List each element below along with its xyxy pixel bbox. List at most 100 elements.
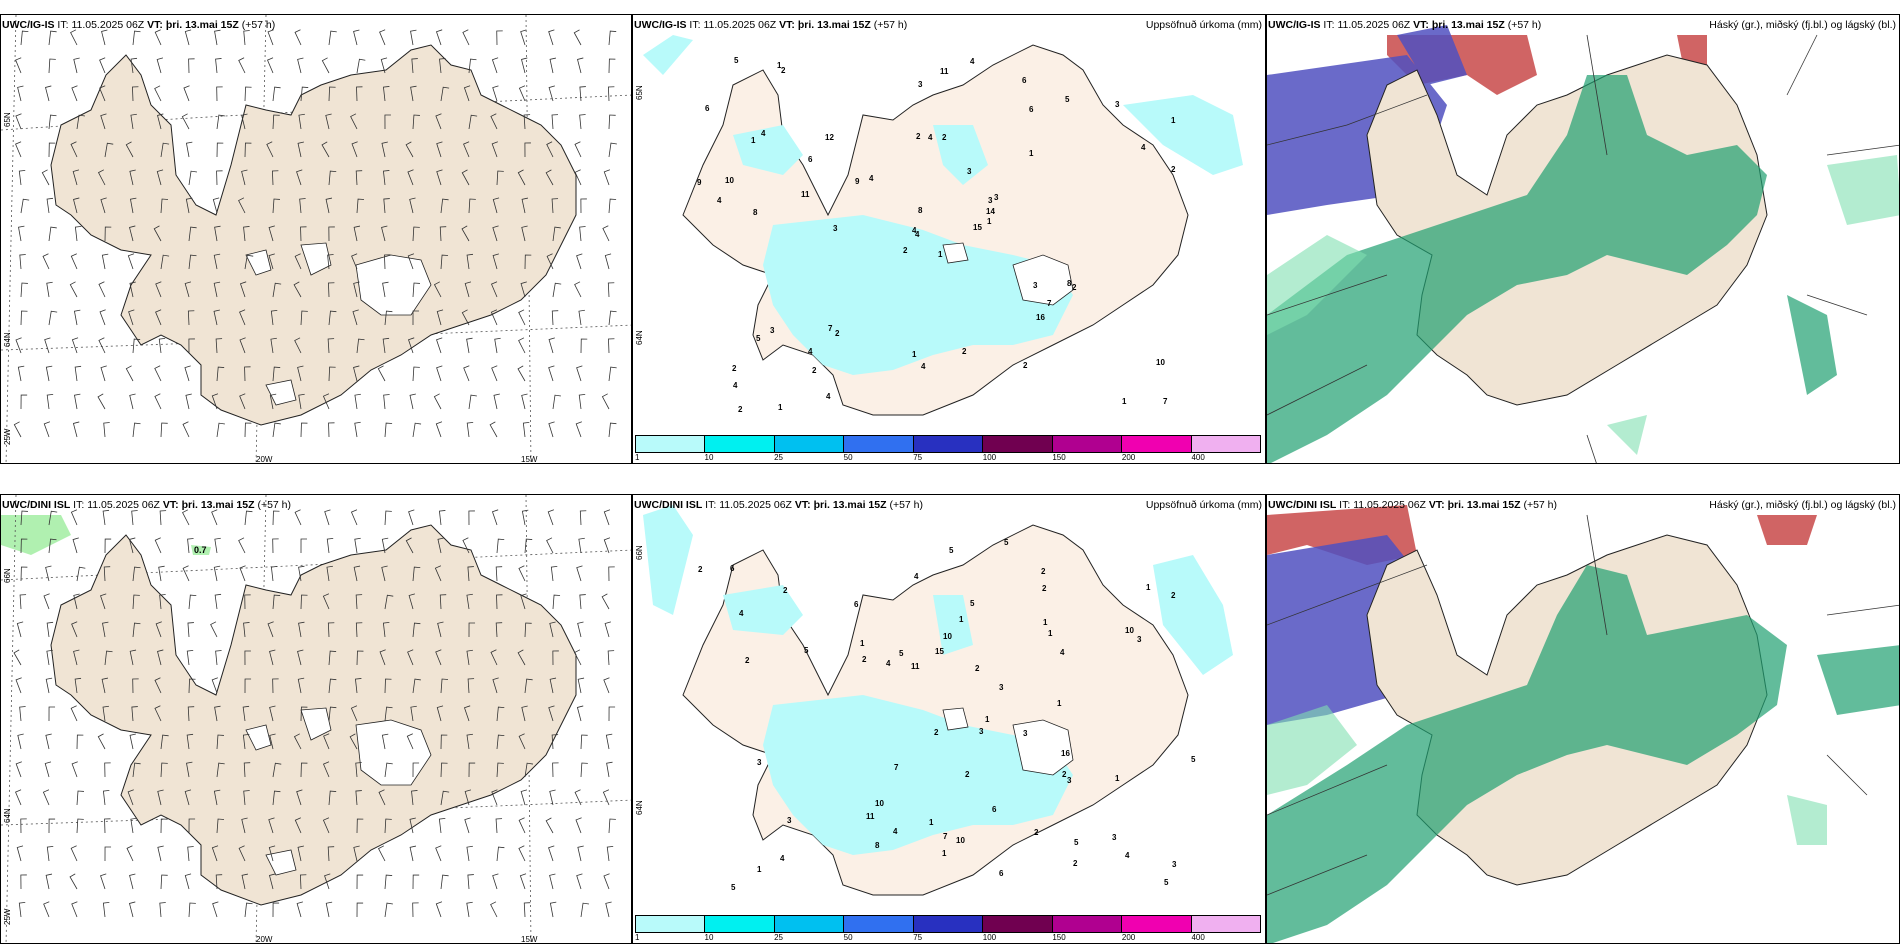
low-cloud — [1267, 565, 1899, 943]
precip-value: 1 — [860, 639, 865, 648]
wind-barb — [464, 281, 472, 298]
wind-barb — [154, 705, 162, 722]
wind-barb — [552, 762, 559, 778]
wind-barb — [463, 365, 470, 382]
wind-barb — [17, 85, 24, 102]
wind-barb — [100, 593, 107, 610]
precip-value: 3 — [1112, 833, 1117, 842]
wind-barb — [159, 510, 167, 526]
wind-barb — [436, 705, 444, 722]
wind-barb — [518, 85, 526, 102]
precip-value: 2 — [916, 132, 921, 141]
wind-barb — [129, 169, 136, 186]
wind-barb — [466, 901, 473, 918]
wind-barb — [524, 142, 531, 158]
boundary-lines — [1267, 34, 1899, 463]
wind-barb — [73, 649, 80, 666]
wind-barb — [104, 818, 111, 834]
wind-barb — [132, 678, 139, 694]
precip-value: 6 — [999, 869, 1004, 878]
wind-barb — [132, 622, 141, 638]
wind-barb — [215, 58, 222, 74]
wind-barb — [156, 57, 164, 74]
wind-barb — [15, 337, 22, 354]
wind-barb — [187, 706, 195, 722]
wind-barb — [70, 845, 78, 862]
wind-barb — [48, 142, 56, 158]
precip-value: 1 — [929, 818, 934, 827]
wind-barb — [435, 845, 442, 862]
model-name: UWC/DINI ISL — [634, 499, 703, 511]
wind-barb — [461, 169, 470, 186]
lat-label: 65N — [3, 112, 12, 127]
precip-value: 4 — [970, 57, 975, 66]
model-name: UWC/DINI ISL — [2, 499, 71, 511]
colorbar-swatch — [636, 916, 706, 932]
wind-barb — [356, 338, 365, 354]
wind-barb — [496, 170, 504, 186]
wind-barb — [580, 902, 590, 918]
wind-barb — [181, 113, 190, 130]
precip-area — [723, 585, 1073, 855]
wind-barb — [517, 649, 526, 666]
precip-value: 1 — [1029, 149, 1034, 158]
precip-value: 4 — [921, 362, 926, 371]
precip-value: 3 — [994, 193, 999, 202]
wind-barb — [185, 141, 193, 158]
precip-value: 5 — [1074, 838, 1079, 847]
wind-barb — [129, 733, 136, 750]
wind-barb — [238, 197, 246, 214]
wind-barb — [382, 622, 390, 638]
wind-barb — [549, 901, 557, 918]
precip-value: 3 — [1067, 776, 1072, 785]
wind-barb — [70, 705, 78, 722]
wind-barb — [132, 86, 139, 102]
colorbar-swatch — [983, 436, 1053, 452]
cloud-map — [1267, 15, 1899, 463]
wind-barb — [356, 86, 363, 102]
precip-value: 3 — [988, 196, 993, 205]
precip-value: 7 — [1047, 299, 1052, 308]
wind-barb — [580, 338, 588, 354]
wind-barb — [13, 649, 22, 666]
wind-barb — [46, 281, 53, 298]
wind-barb — [606, 761, 613, 778]
wind-barb — [603, 509, 611, 526]
wind-barb — [412, 874, 420, 890]
precip-value: 2 — [1072, 283, 1077, 292]
wind-barb — [521, 509, 529, 526]
wind-barb — [603, 677, 610, 694]
wind-barb — [518, 565, 526, 582]
wind-barb — [69, 873, 78, 890]
wind-barb — [272, 510, 280, 526]
glaciers — [245, 242, 432, 406]
precip-value: 9 — [697, 178, 702, 187]
precip-value: 3 — [1137, 635, 1142, 644]
wind-barb — [409, 197, 416, 214]
wind-barb — [384, 594, 394, 610]
wind-barb — [439, 594, 447, 610]
wind-barb — [546, 141, 554, 158]
wind-barb — [187, 538, 194, 554]
wind-barb — [381, 225, 388, 242]
wind-barb — [187, 622, 194, 638]
wind-barb — [244, 254, 254, 270]
precip-value: 1 — [757, 865, 762, 874]
wind-barb — [243, 226, 250, 242]
colorbar-swatch — [913, 916, 984, 932]
wind-barb — [188, 226, 197, 242]
wind-barb — [325, 197, 333, 214]
wind-barb — [272, 282, 282, 298]
wind-barb — [524, 762, 534, 778]
wind-barb — [154, 85, 162, 102]
colorbar-tick-label: 200 — [1121, 933, 1136, 942]
wind-barb — [608, 338, 615, 354]
precip-value: 4 — [886, 659, 891, 668]
wind-barb — [159, 594, 166, 610]
wind-barb — [20, 198, 30, 214]
precip-value: 6 — [808, 155, 813, 164]
boundary-lines — [1267, 514, 1899, 896]
colorbar-tick-label: 10 — [704, 453, 714, 462]
wind-barb — [132, 594, 140, 610]
wind-barb — [76, 734, 84, 750]
